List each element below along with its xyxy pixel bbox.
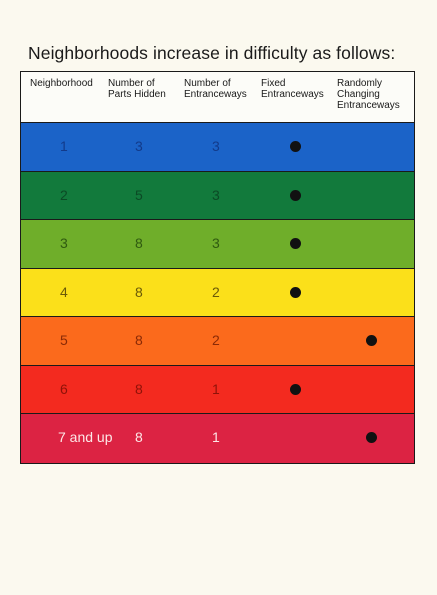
parts-hidden-value: 8 <box>135 380 143 397</box>
header-fixed-entranceways: Fixed Entranceways <box>261 78 324 100</box>
header-parts-hidden: Number of Parts Hidden <box>108 78 166 100</box>
page-title: Neighborhoods increase in difficulty as … <box>28 43 396 63</box>
table-header-row: Neighborhood Number of Parts Hidden Numb… <box>21 72 414 123</box>
table-row: 2 5 3 <box>21 171 414 220</box>
neighborhood-value: 1 <box>60 138 68 154</box>
parts-hidden-value: 3 <box>135 138 143 154</box>
entranceways-value: 3 <box>212 138 220 154</box>
table-row: 1 3 3 <box>21 123 414 172</box>
header-random-entranceways: Randomly Changing Entranceways <box>337 78 400 111</box>
table-row: 7 and up 8 1 <box>21 414 414 463</box>
neighborhood-value: 2 <box>60 186 68 203</box>
entranceways-value: 3 <box>212 235 220 251</box>
table-row: 4 8 2 <box>21 268 414 317</box>
header-neighborhood: Neighborhood <box>30 78 93 89</box>
fixed-entranceways-dot-icon <box>290 383 301 395</box>
table-row: 6 8 1 <box>21 365 414 414</box>
random-entranceways-dot-icon <box>366 432 377 443</box>
fixed-entranceways-dot-icon <box>290 286 301 298</box>
entranceways-value: 2 <box>212 332 220 348</box>
entranceways-value: 1 <box>212 380 220 397</box>
entranceways-value: 1 <box>212 429 220 445</box>
fixed-entranceways-dot-icon <box>290 141 301 152</box>
neighborhood-value: 7 and up <box>58 429 113 445</box>
random-entranceways-dot-icon <box>366 335 377 346</box>
parts-hidden-value: 8 <box>135 235 143 251</box>
entranceways-value: 2 <box>212 283 220 300</box>
header-entranceways: Number of Entranceways <box>184 78 247 100</box>
neighborhood-value: 3 <box>60 235 68 251</box>
table-row: 5 8 2 <box>21 317 414 366</box>
table-body: 1 3 3 2 5 3 3 8 3 4 8 2 5 8 2 6 8 1 7 and up 8 1 <box>21 123 414 463</box>
parts-hidden-value: 8 <box>135 332 143 348</box>
parts-hidden-value: 5 <box>135 186 143 203</box>
neighborhood-value: 5 <box>60 332 68 348</box>
table-row: 3 8 3 <box>21 220 414 269</box>
fixed-entranceways-dot-icon <box>290 238 301 249</box>
fixed-entranceways-dot-icon <box>290 189 301 201</box>
parts-hidden-value: 8 <box>135 429 143 445</box>
neighborhood-value: 6 <box>60 380 68 397</box>
parts-hidden-value: 8 <box>135 283 143 300</box>
entranceways-value: 3 <box>212 186 220 203</box>
neighborhood-value: 4 <box>60 283 68 300</box>
difficulty-table: Neighborhood Number of Parts Hidden Numb… <box>20 71 415 464</box>
